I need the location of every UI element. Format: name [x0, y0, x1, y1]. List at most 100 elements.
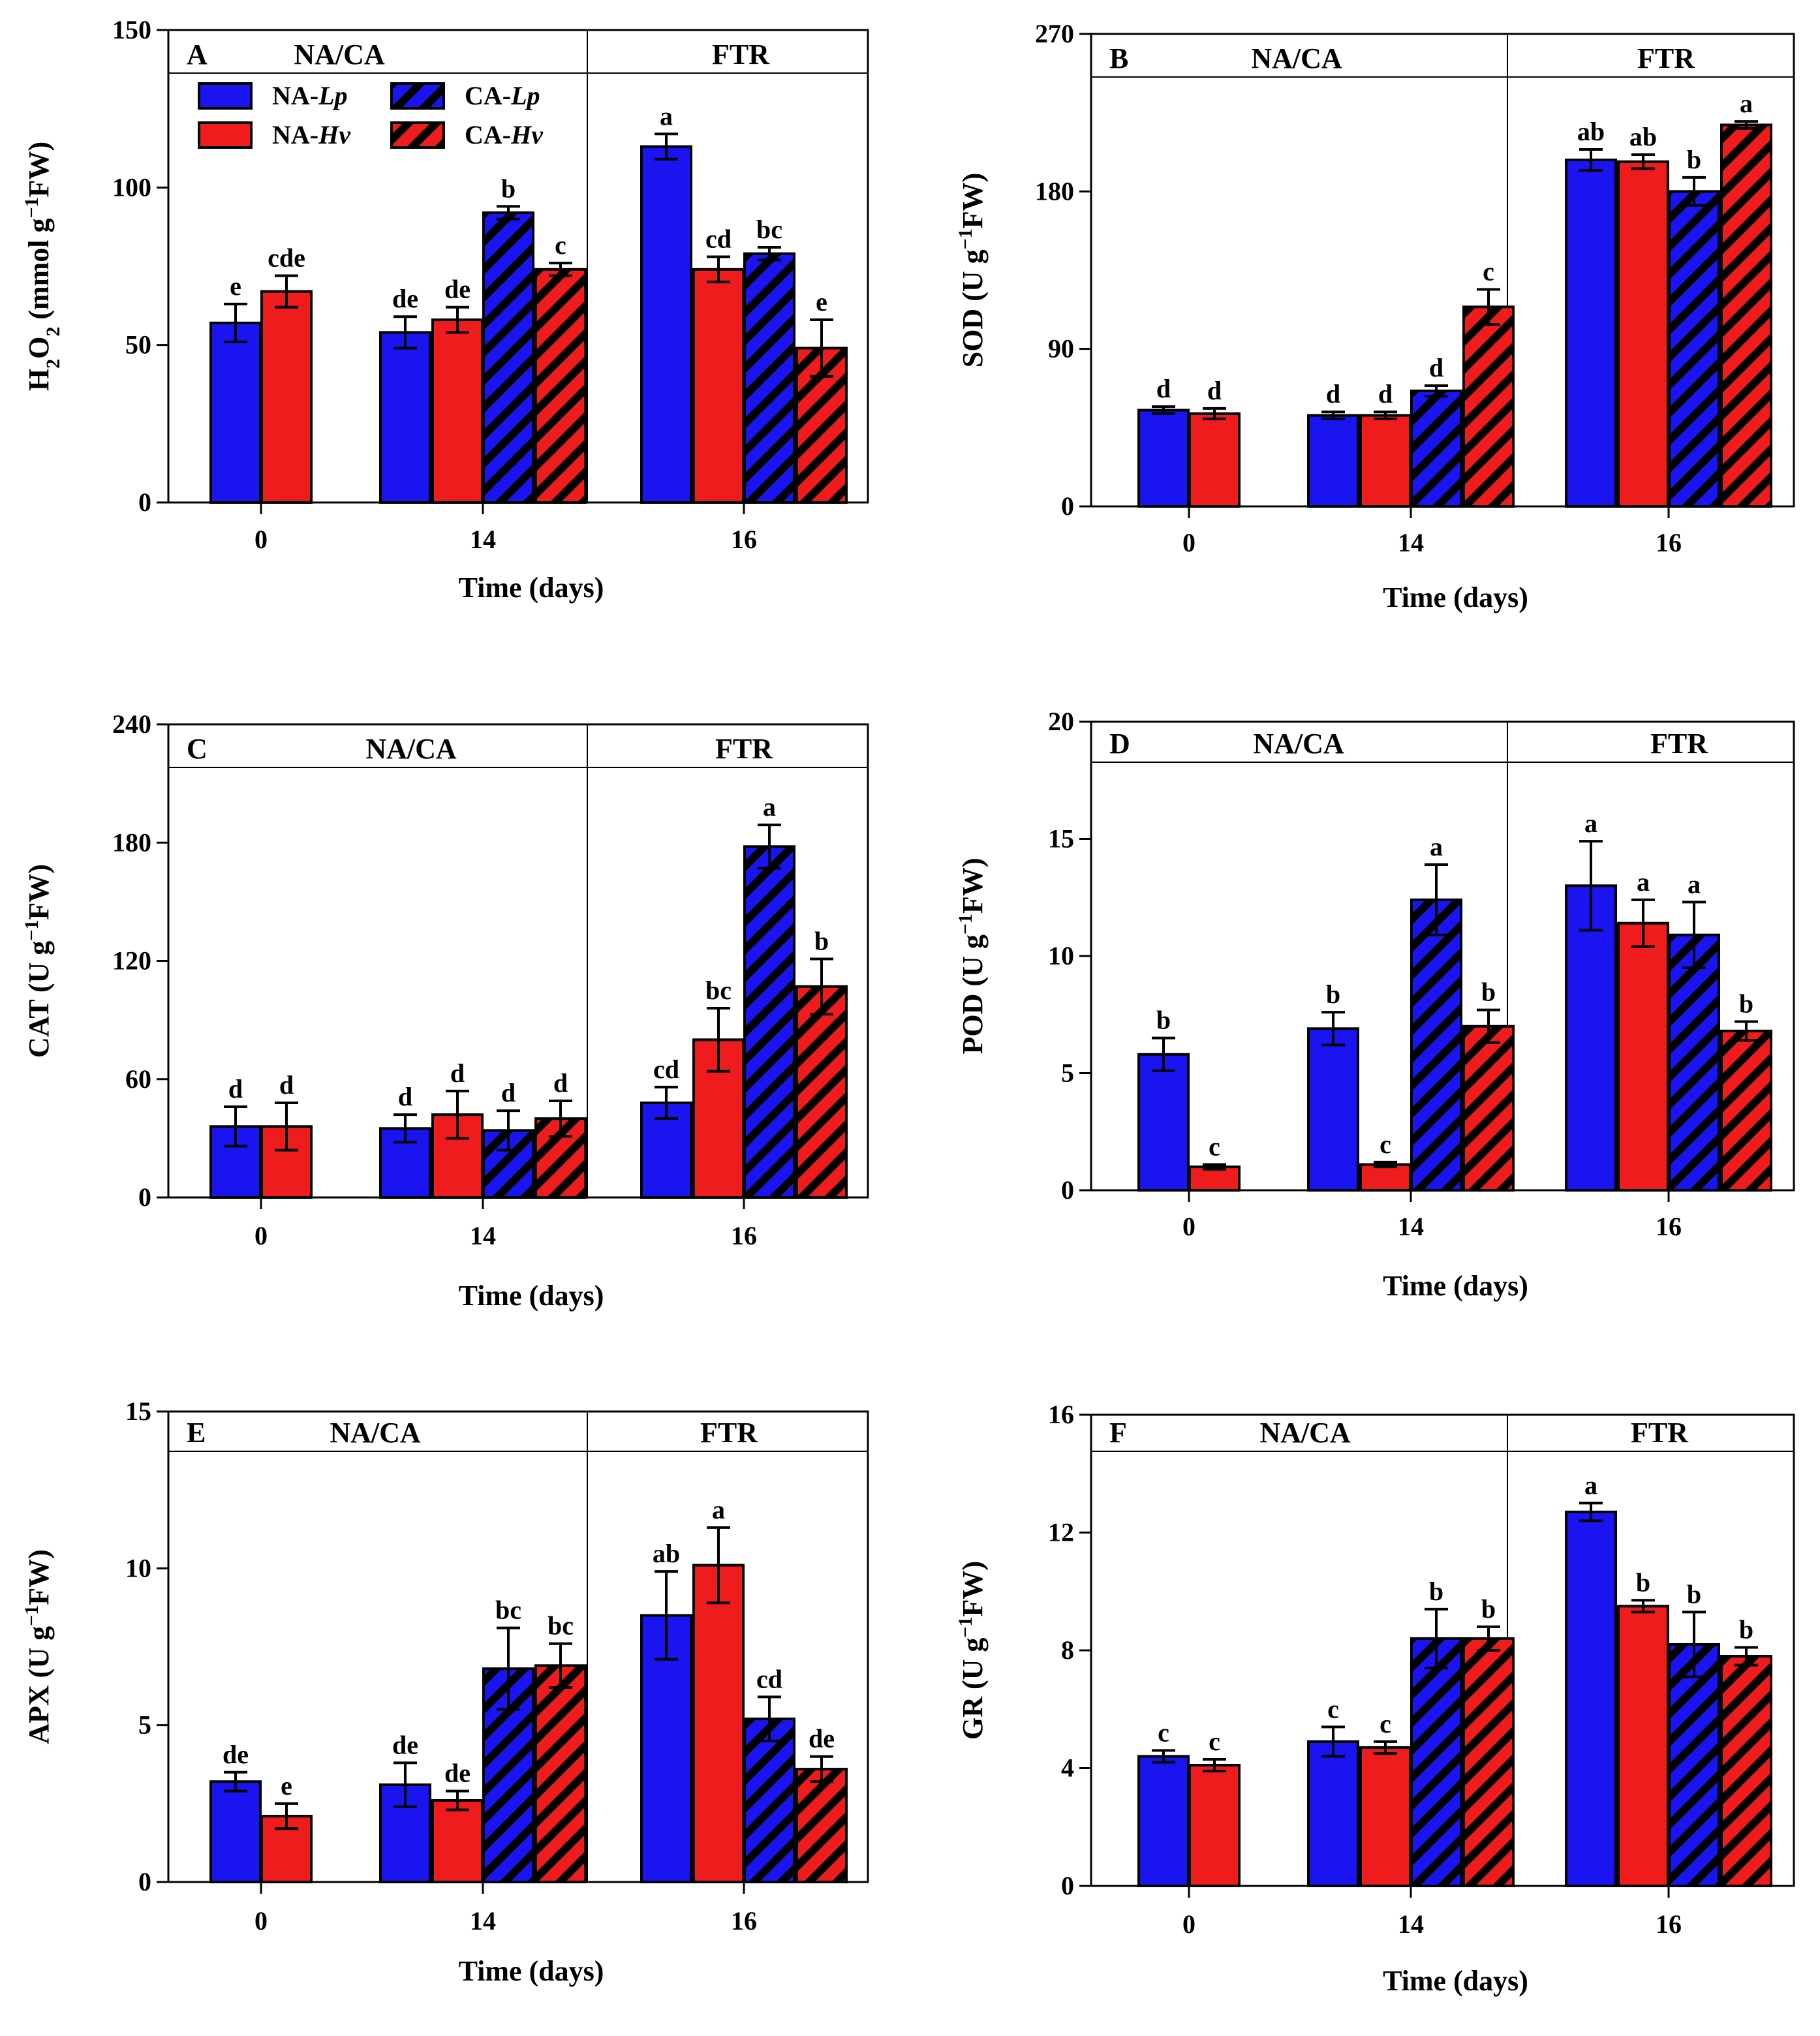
bar-ca-lp-day-16	[743, 252, 795, 504]
significance-letter: ab	[653, 1539, 680, 1568]
y-tick-label: 0	[1061, 1175, 1074, 1205]
bar-na-hv-day-0	[1188, 412, 1241, 508]
y-tick-label: 0	[138, 487, 151, 517]
legend-item: NA-Hv	[198, 120, 351, 149]
bar-na-lp-day-16	[1565, 884, 1617, 1192]
region-label-ftr: FTR	[712, 39, 770, 70]
bar-ca-hv-day-14	[1462, 305, 1515, 508]
bar-na-lp-day-0	[1137, 409, 1190, 508]
x-tick-label: 14	[1398, 528, 1424, 557]
significance-letter: c	[1380, 1130, 1391, 1159]
y-axis-title: SOD (U g−1FW)	[955, 173, 989, 368]
bar-ca-hv-day-16	[795, 1767, 848, 1883]
significance-letter: c	[555, 230, 566, 260]
bar-ca-lp-day-16	[1668, 190, 1720, 508]
region-label-ftr: FTR	[1650, 728, 1708, 760]
significance-letter: c	[1380, 1709, 1391, 1738]
bar-na-lp-day-0	[209, 1780, 262, 1884]
bar-na-hv-day-16	[692, 1564, 745, 1883]
panel-letter: B	[1109, 42, 1128, 74]
y-tick-label: 100	[112, 172, 151, 202]
x-tick-label: 0	[1182, 1212, 1195, 1241]
significance-letter: c	[1158, 1718, 1169, 1747]
significance-letter: e	[230, 271, 241, 301]
bar-na-lp-day-14	[1307, 1027, 1359, 1192]
x-tick-label: 14	[1398, 1212, 1424, 1241]
y-tick-label: 0	[138, 1182, 151, 1212]
bar-ca-lp-day-14	[1410, 898, 1462, 1192]
panel-letter: D	[1109, 728, 1130, 760]
significance-letter: c	[1483, 256, 1494, 286]
significance-letter: d	[279, 1070, 294, 1100]
legend-label: CA-Lp	[465, 81, 540, 110]
y-tick-label: 50	[125, 330, 151, 360]
significance-letter: d	[398, 1082, 412, 1111]
x-tick-label: 14	[1398, 1909, 1424, 1939]
significance-letter: cde	[268, 243, 305, 272]
significance-letter: b	[1687, 1579, 1701, 1609]
legend-label: CA-Hv	[465, 120, 544, 149]
y-tick-label: 180	[1035, 176, 1074, 206]
bar-na-hv-day-14	[1359, 1746, 1411, 1888]
y-tick-label: 240	[112, 709, 151, 739]
significance-letter: e	[816, 287, 827, 316]
region-label-ftr: FTR	[1631, 1417, 1689, 1449]
significance-letter: cd	[756, 1664, 782, 1693]
significance-letter: b	[1326, 979, 1340, 1009]
y-tick-label: 8	[1061, 1635, 1074, 1665]
legend-label: NA-Lp	[272, 81, 348, 110]
bar-ca-hv-day-16	[1720, 123, 1772, 508]
y-tick-label: 4	[1061, 1753, 1074, 1783]
y-tick-label: 10	[125, 1553, 151, 1582]
region-label-naca: NA/CA	[365, 733, 457, 765]
bar-na-lp-day-16	[640, 145, 692, 504]
panel-a: A NA/CA FTR 0 50 100 150 0 14 16 Time (days) H2O2 (…	[21, 15, 869, 604]
significance-letter: d	[1378, 379, 1393, 409]
bar-ca-hv-day-14	[1462, 1637, 1515, 1887]
x-axis-title: Time (days)	[1383, 581, 1528, 613]
y-tick-label: 5	[138, 1710, 151, 1740]
legend-item: CA-Lp	[390, 81, 540, 110]
region-label-naca: NA/CA	[1253, 728, 1344, 760]
panel-b: B NA/CA FTR 0 90 180 270 0 14 16 Time (days) SOD (U…	[955, 19, 1795, 613]
bar-ca-lp-day-16	[743, 1718, 795, 1883]
significance-letter: cd	[653, 1055, 679, 1084]
region-label-ftr: FTR	[1637, 42, 1695, 74]
region-label-naca: NA/CA	[1251, 42, 1342, 74]
significance-letter: ab	[1629, 122, 1657, 151]
panel-d: D NA/CA FTR 0 5 10 15 20 0 14 16 Time (days) POD (U …	[955, 707, 1795, 1302]
x-tick-label: 0	[1182, 1909, 1195, 1939]
x-tick-label: 16	[731, 1906, 757, 1936]
bar-na-lp-day-0	[209, 321, 262, 504]
bar-ca-hv-day-16	[1720, 1655, 1772, 1887]
y-tick-label: 270	[1035, 19, 1074, 48]
significance-letter: de	[392, 284, 418, 313]
significance-letter: d	[1207, 376, 1222, 405]
significance-letter: e	[281, 1771, 292, 1800]
significance-letter: bc	[705, 976, 732, 1005]
bar-na-hv-day-14	[1359, 1163, 1411, 1192]
y-tick-label: 60	[125, 1064, 151, 1094]
x-tick-label: 14	[470, 1221, 496, 1250]
bar-na-lp-day-16	[1565, 1510, 1617, 1888]
x-tick-label: 0	[1182, 528, 1195, 557]
bar-na-lp-day-0	[1137, 1755, 1190, 1887]
x-tick-label: 16	[1656, 1909, 1682, 1939]
bar-na-hv-day-0	[1188, 1763, 1241, 1888]
significance-letter: a	[1688, 869, 1701, 899]
bar-ca-lp-day-16	[743, 845, 795, 1199]
y-tick-label: 15	[125, 1396, 151, 1426]
significance-letter: b	[1481, 1594, 1496, 1624]
y-axis-title: H2O2 (mmol g−1FW)	[21, 142, 64, 391]
x-axis-title: Time (days)	[459, 572, 604, 604]
significance-letter: bc	[548, 1611, 574, 1641]
legend-item: CA-Hv	[390, 120, 544, 149]
y-axis-title: APX (U g−1FW)	[21, 1549, 55, 1744]
x-tick-label: 0	[254, 1906, 268, 1936]
significance-letter: d	[1156, 374, 1171, 403]
x-tick-label: 16	[1656, 528, 1682, 557]
significance-letter: b	[1636, 1567, 1650, 1597]
y-tick-label: 180	[112, 827, 151, 857]
panel-letter: E	[187, 1417, 206, 1449]
legend: NA-Lp NA-Hv CA-Lp CA-Hv	[198, 81, 544, 149]
